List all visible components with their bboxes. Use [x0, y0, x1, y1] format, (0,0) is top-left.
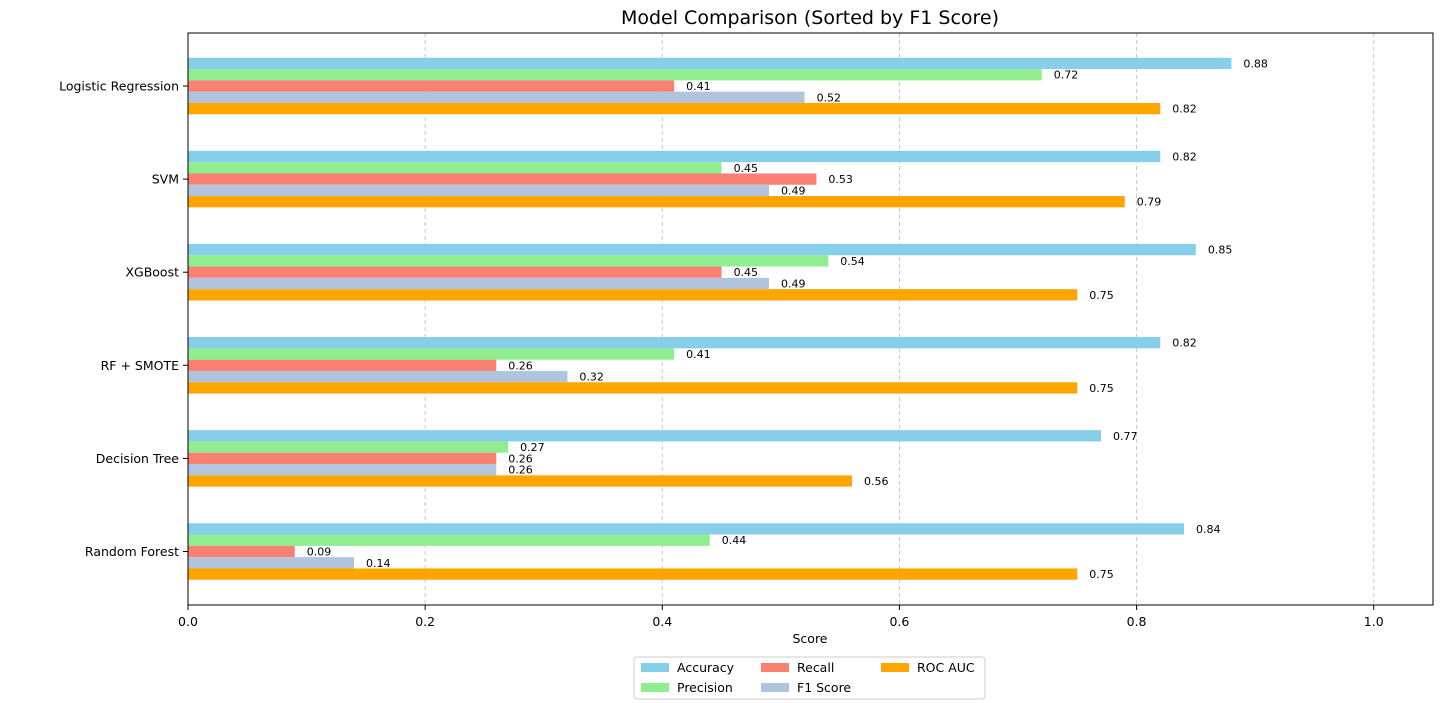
bar-roc-auc [188, 475, 852, 487]
bar-precision [188, 348, 675, 360]
legend-swatch [761, 683, 789, 692]
data-label: 0.82 [1172, 151, 1197, 164]
legend-swatch [761, 663, 789, 672]
bar-f1-score [188, 277, 769, 290]
data-label: 0.09 [307, 546, 332, 559]
data-label: 0.32 [579, 371, 604, 384]
data-label: 0.56 [864, 475, 889, 488]
bar-f1-score [188, 464, 497, 476]
data-label: 0.54 [840, 255, 865, 268]
x-tick-label: 1.0 [1364, 614, 1384, 629]
data-label: 0.52 [817, 91, 842, 104]
bar-recall [188, 359, 497, 371]
plot-frame [187, 32, 1434, 606]
data-label: 0.49 [781, 278, 806, 291]
bar-accuracy [188, 523, 1184, 535]
bar-accuracy [188, 57, 1232, 70]
legend-swatch [641, 663, 669, 672]
bar-roc-auc [188, 568, 1078, 580]
data-label: 0.26 [508, 452, 533, 465]
data-label: 0.45 [734, 162, 759, 175]
bar-recall [188, 545, 295, 558]
data-label: 0.75 [1089, 382, 1114, 395]
x-tick-label: 0.8 [1127, 614, 1147, 629]
bar-accuracy [188, 337, 1161, 349]
bar-f1-score [188, 184, 769, 197]
bars [188, 57, 1232, 580]
legend-entry: Accuracy [677, 660, 735, 675]
bar-accuracy [188, 430, 1101, 442]
y-tick-label: XGBoost [125, 265, 179, 280]
legend-entry: Recall [797, 660, 834, 675]
bar-recall [188, 452, 497, 465]
data-label: 0.44 [722, 534, 747, 547]
x-tick-label: 0.4 [652, 614, 672, 629]
data-label: 0.53 [828, 173, 853, 186]
data-label: 0.45 [734, 266, 759, 279]
data-label: 0.49 [781, 184, 806, 197]
data-label: 0.41 [686, 80, 711, 93]
data-label: 0.41 [686, 348, 711, 361]
legend-swatch [641, 683, 669, 692]
y-tick-label: Random Forest [85, 544, 179, 559]
data-label: 0.88 [1243, 57, 1268, 70]
bar-precision [188, 534, 710, 546]
legend-swatch [881, 663, 909, 672]
x-axis-label: Score [792, 631, 827, 646]
bar-accuracy [188, 243, 1196, 256]
x-tick-label: 0.2 [415, 614, 435, 629]
data-label: 0.26 [508, 464, 533, 477]
bar-f1-score [188, 91, 805, 103]
bar-accuracy [188, 150, 1161, 163]
grid-lines [424, 33, 1375, 605]
data-label: 0.85 [1208, 244, 1233, 257]
bar-roc-auc [188, 289, 1078, 301]
bar-roc-auc [188, 102, 1161, 115]
bar-precision [188, 441, 509, 453]
y-tick-label: SVM [152, 172, 179, 187]
bar-roc-auc [188, 196, 1125, 208]
data-label: 0.14 [366, 557, 391, 570]
bar-recall [188, 173, 817, 185]
data-label: 0.75 [1089, 568, 1114, 581]
data-label: 0.27 [520, 441, 545, 454]
data-label: 0.82 [1172, 103, 1197, 116]
data-label: 0.72 [1054, 69, 1079, 82]
legend-entry: ROC AUC [917, 660, 975, 675]
x-tick-label: 0.6 [889, 614, 909, 629]
data-label: 0.77 [1113, 430, 1138, 443]
bar-f1-score [188, 370, 568, 383]
data-label: 0.75 [1089, 289, 1114, 302]
y-tick-label: Decision Tree [96, 451, 180, 466]
data-labels: 0.88 0.72 0.41 0.52 0.82 0.82 0.45 0.53 0.49 0.79… [307, 57, 1268, 581]
y-axis-ticks: Logistic Regression SVM XGBoost RF + SMOTE D… [59, 79, 188, 559]
data-label: 0.79 [1137, 196, 1162, 209]
data-label: 0.84 [1196, 523, 1221, 536]
data-label: 0.26 [508, 359, 533, 372]
x-axis-ticks: 0.0 0.2 0.4 0.6 0.8 1.0 [178, 605, 1384, 629]
bar-precision [188, 162, 722, 174]
legend-items: Accuracy Precision Recall F1 Score ROC AUC [641, 660, 975, 695]
bar-roc-auc [188, 382, 1078, 394]
bar-f1-score [188, 557, 354, 569]
data-label: 0.82 [1172, 337, 1197, 350]
y-tick-label: RF + SMOTE [101, 358, 179, 373]
bar-recall [188, 80, 675, 92]
y-tick-label: Logistic Regression [59, 79, 179, 94]
bar-precision [188, 69, 1042, 81]
x-tick-label: 0.0 [178, 614, 198, 629]
bar-precision [188, 255, 829, 267]
legend-entry: F1 Score [797, 680, 851, 695]
bar-recall [188, 266, 722, 278]
legend-entry: Precision [677, 680, 733, 695]
legend: Accuracy Precision Recall F1 Score ROC AUC [633, 656, 986, 700]
chart-title: Model Comparison (Sorted by F1 Score) [621, 7, 999, 29]
